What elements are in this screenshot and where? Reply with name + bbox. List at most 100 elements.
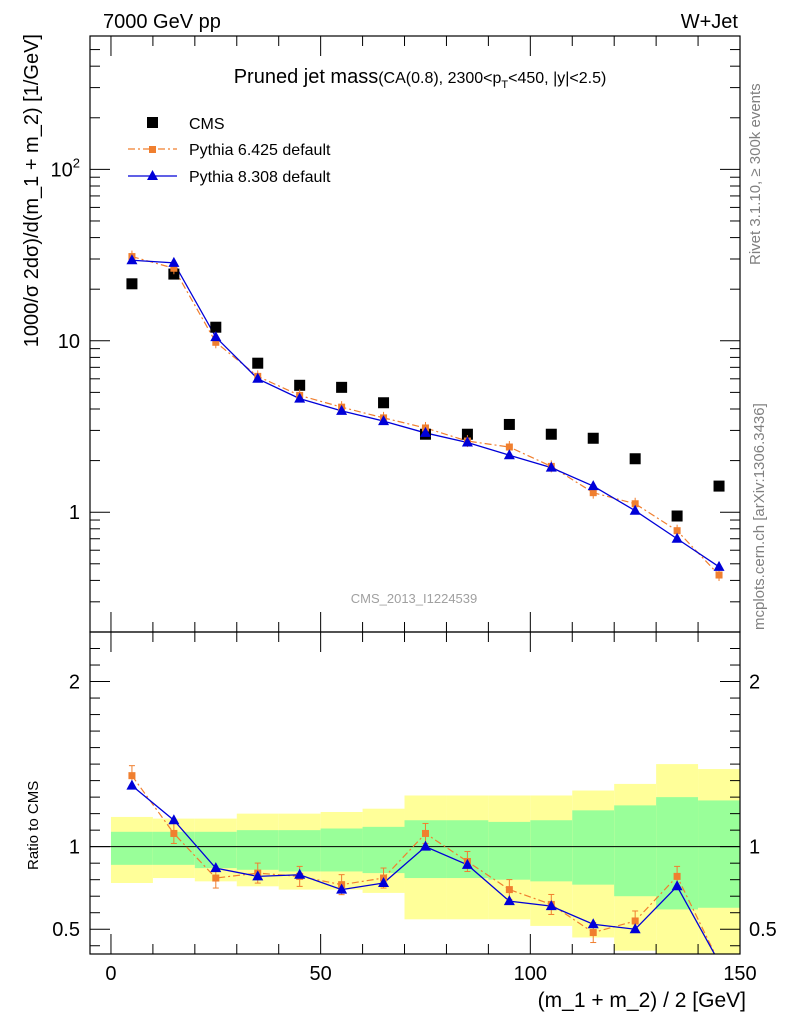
cms-point <box>210 321 222 333</box>
cms-point <box>503 418 515 430</box>
cms-point <box>671 510 683 522</box>
main-title: Pruned jet mass(CA(0.8), 2300<pT<450, |y… <box>234 66 607 91</box>
pythia8-point <box>629 504 641 515</box>
main-subtitle-b: <450, |y|<2.5) <box>508 70 606 87</box>
cms-point <box>629 453 641 465</box>
pythia8-point <box>252 372 264 383</box>
x-tick-label: 100 <box>514 963 547 985</box>
x-axis-label: (m_1 + m_2) / 2 [GeV] <box>538 989 746 1012</box>
series-line-pythia6 <box>131 255 720 576</box>
energy-label: 7000 GeV pp <box>103 11 221 33</box>
pythia6-point <box>631 500 639 508</box>
ratio-y-tick-label: 2 <box>69 672 80 694</box>
ratio-series <box>126 765 716 954</box>
uncertainty-band-inner <box>278 830 321 872</box>
main-title-text: Pruned jet mass <box>234 66 379 88</box>
ratio-pythia8-point <box>671 880 683 891</box>
uncertainty-band-inner <box>530 820 573 882</box>
uncertainty-band-inner <box>194 831 237 869</box>
main-frame <box>89 35 741 633</box>
ratio-pythia6-point <box>170 829 178 837</box>
ratio-pythia6-point <box>128 772 136 780</box>
uncertainty-band-inner <box>572 810 615 885</box>
legend: CMS Pythia 6.425 default Pythia 8.308 de… <box>128 116 331 186</box>
pythia8-point <box>168 256 180 267</box>
ratio-plot-area <box>90 764 740 954</box>
ratio-tick-labels: 0.5 0.5 1 1 2 2 0 50 100 150 <box>52 672 777 985</box>
legend-marker-cms <box>147 117 158 128</box>
ratio-panel: 0.5 0.5 1 1 2 2 0 50 100 150 Ratio to CMS (m_1 + … <box>25 631 777 1012</box>
cms-point <box>587 432 599 444</box>
pythia8-point <box>378 415 390 426</box>
x-tick-label: 50 <box>310 963 332 985</box>
pythia8-point <box>419 426 431 437</box>
x-tick-label: 0 <box>105 963 116 985</box>
pythia8-point <box>587 480 599 491</box>
pythia8-point <box>713 560 725 571</box>
main-ticks <box>90 35 741 633</box>
main-plot-area <box>126 250 725 582</box>
cms-point <box>461 428 473 440</box>
ratio-pythia6-point <box>631 917 639 925</box>
pythia8-point <box>336 404 348 415</box>
cms-point <box>713 480 725 492</box>
uncertainty-band-inner <box>698 800 740 908</box>
pythia8-point <box>503 449 515 460</box>
pythia8-point <box>461 436 473 447</box>
main-y-tick-label: 102 <box>51 155 80 181</box>
ratio-pythia8-point <box>252 870 264 881</box>
main-subtitle-a: (CA(0.8), 2300<p <box>378 70 501 87</box>
legend-label-pythia8: Pythia 8.308 default <box>189 169 331 186</box>
main-y-tick-label: 1 <box>69 502 80 524</box>
ratio-pythia8-point <box>461 858 473 869</box>
pythia6-point <box>589 489 597 497</box>
main-y-tick-label: 10 <box>58 331 80 353</box>
uncertainty-band-inner <box>656 797 699 910</box>
pythia8-point <box>545 461 557 472</box>
x-tick-label: 150 <box>723 963 756 985</box>
ratio-pythia8-point <box>378 876 390 887</box>
cms-point <box>252 357 264 369</box>
uncertainty-band-inner <box>110 831 153 865</box>
cms-point <box>336 381 348 393</box>
legend-marker-pythia6 <box>149 146 156 153</box>
ratio-ticks <box>90 632 741 954</box>
cms-point <box>294 379 306 391</box>
ratio-y-axis-label: Ratio to CMS <box>25 781 42 870</box>
rivet-label: Rivet 3.1.10, ≥ 300k events <box>747 83 764 265</box>
cms-point <box>126 278 138 290</box>
ratio-pythia6-point <box>421 829 429 837</box>
cms-point <box>545 428 557 440</box>
main-y-axis-label: 1000/σ 2dσ)/d(m_1 + m_2) [1/GeV] <box>21 34 43 347</box>
legend-marker-pythia8 <box>147 170 158 180</box>
pythia6-point <box>505 443 513 451</box>
uncertainty-band-inner <box>614 805 657 897</box>
ratio-pythia6-point <box>212 874 220 882</box>
analysis-watermark: CMS_2013_I1224539 <box>351 591 478 606</box>
pythia6-point <box>673 527 681 535</box>
ratio-pythia8-point <box>503 895 515 906</box>
main-y-tick-labels: 1 10 102 <box>51 155 80 524</box>
ratio-pythia8-point <box>545 900 557 911</box>
ratio-pythia8-point <box>336 883 348 894</box>
ratio-frame <box>89 631 741 955</box>
pythia8-point <box>671 532 683 543</box>
ratio-pythia8-point <box>629 923 641 934</box>
ratio-y-tick-label: 0.5 <box>52 919 80 941</box>
ratio-pythia8-point <box>126 779 138 790</box>
mcplots-label: mcplots.cern.ch [arXiv:1306.3436] <box>751 403 768 630</box>
legend-label-pythia6: Pythia 6.425 default <box>189 142 331 159</box>
ratio-pythia8-point <box>419 840 431 851</box>
ratio-pythia8-point <box>168 814 180 825</box>
ratio-pythia6-point <box>505 886 513 894</box>
ratio-y-tick-label-right: 0.5 <box>749 919 777 941</box>
pythia6-point <box>212 338 220 346</box>
uncertainty-band-inner <box>320 828 363 872</box>
process-label: W+Jet <box>681 11 739 33</box>
cms-point <box>378 397 390 409</box>
ratio-pythia8-point <box>294 868 306 879</box>
legend-label-cms: CMS <box>189 116 225 133</box>
ratio-pythia8-point <box>210 862 222 873</box>
pythia8-point <box>210 331 222 342</box>
ratio-pythia8-point <box>587 918 599 929</box>
